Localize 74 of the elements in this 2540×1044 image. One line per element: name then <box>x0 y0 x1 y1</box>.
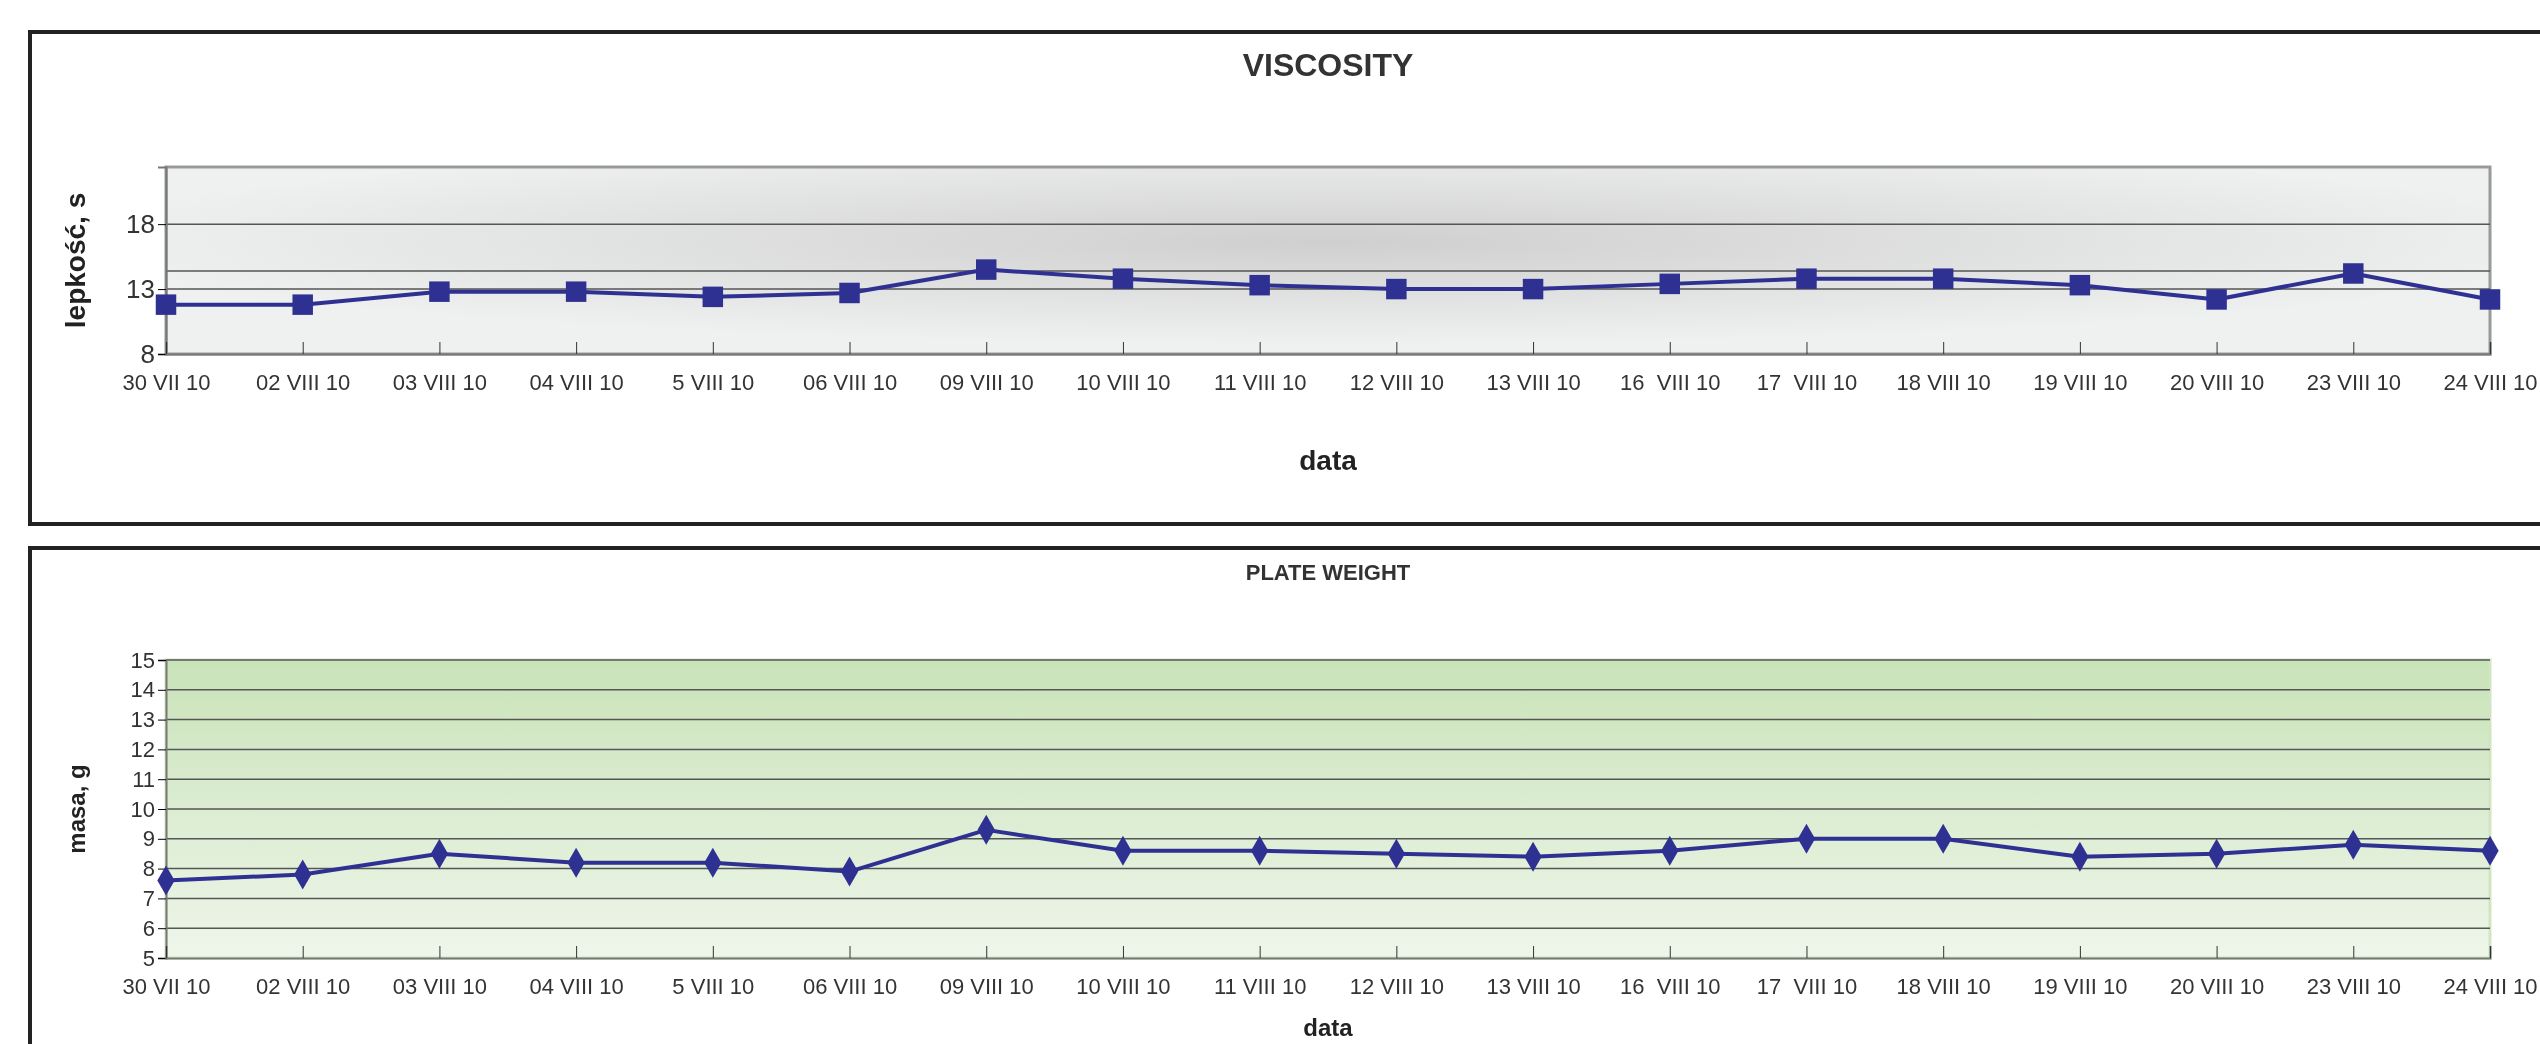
y-tick-label: 14 <box>130 677 155 703</box>
x-tick-label: 06 VIII 10 <box>802 369 898 395</box>
x-tick-label: 18 VIII 10 <box>1896 973 1991 999</box>
x-tick-label: 13 VIII 10 <box>1486 369 1581 395</box>
x-tick-label: 12 VIII 10 <box>1349 369 1444 395</box>
x-axis-title: data <box>1299 445 1358 476</box>
point <box>1932 268 1954 289</box>
x-tick-label: 16 VIII 10 <box>1620 369 1721 395</box>
x-tick-label: 06 VIII 10 <box>802 973 898 999</box>
x-tick-label: 18 VIII 10 <box>1896 369 1991 395</box>
point <box>2069 274 2091 296</box>
y-tick-label: 8 <box>142 856 155 882</box>
chart-title: VISCOSITY <box>1242 47 1414 83</box>
point <box>1386 278 1407 300</box>
y-tick-label: 9 <box>142 826 155 852</box>
y-tick-label: 5 <box>142 945 155 971</box>
x-tick-label: 09 VIII 10 <box>939 369 1034 395</box>
x-tick-label: 12 VIII 10 <box>1349 973 1444 999</box>
x-tick-label: 02 VIII 10 <box>256 973 351 999</box>
y-tick-label: 10 <box>130 796 155 822</box>
x-tick-label: 20 VIII 10 <box>2169 973 2265 999</box>
point <box>292 294 313 315</box>
x-tick-label: 09 VIII 10 <box>939 973 1034 999</box>
point <box>839 282 860 304</box>
point <box>1249 274 1270 296</box>
x-tick-label: 03 VIII 10 <box>392 973 488 999</box>
point <box>155 294 177 315</box>
point <box>2343 263 2364 284</box>
point <box>565 281 587 302</box>
x-tick-label: 30 VII 10 <box>122 369 211 395</box>
x-tick-label: 11 VIII 10 <box>1213 973 1307 999</box>
x-tick-label: 19 VIII 10 <box>2033 369 2128 395</box>
point <box>429 281 450 302</box>
point <box>975 259 997 280</box>
x-tick-label: 19 VIII 10 <box>2033 973 2128 999</box>
x-tick-label: 13 VIII 10 <box>1486 973 1581 999</box>
x-tick-label: 10 VIII 10 <box>1076 973 1171 999</box>
x-tick-label: 11 VIII 10 <box>1213 369 1307 395</box>
y-axis-title: lepkość, s <box>60 192 91 329</box>
chart-title: PLATE WEIGHT <box>1245 560 1411 585</box>
x-tick-label: 30 VII 10 <box>122 973 211 999</box>
x-axis-title: data <box>1303 1014 1354 1041</box>
y-tick-label: 15 <box>130 647 155 673</box>
point <box>1659 273 1681 295</box>
x-tick-label: 04 VIII 10 <box>529 973 624 999</box>
point <box>2479 289 2501 310</box>
y-tick-label: 13 <box>126 273 155 304</box>
x-tick-label: 5 VIII 10 <box>672 369 755 395</box>
point <box>1796 268 1817 289</box>
x-tick-label: 16 VIII 10 <box>1620 973 1721 999</box>
x-tick-label: 02 VIII 10 <box>256 369 351 395</box>
y-axis-title: masa, g <box>63 764 90 854</box>
y-tick-label: 11 <box>132 766 155 792</box>
x-tick-label: 23 VIII 10 <box>2306 973 2401 999</box>
x-tick-label: 10 VIII 10 <box>1076 369 1171 395</box>
point <box>1112 268 1134 289</box>
y-tick-label: 12 <box>130 736 155 762</box>
x-tick-label: 23 VIII 10 <box>2306 369 2401 395</box>
x-tick-label: 17 VIII 10 <box>1756 369 1858 395</box>
point <box>2206 289 2227 310</box>
x-tick-label: 17 VIII 10 <box>1756 973 1858 999</box>
x-tick-label: 04 VIII 10 <box>529 369 624 395</box>
x-tick-label: 24 VIII 10 <box>2443 369 2538 395</box>
y-tick-label: 7 <box>142 885 155 911</box>
x-tick-label: 24 VIII 10 <box>2443 973 2538 999</box>
x-tick-label: 03 VIII 10 <box>392 369 488 395</box>
point <box>1522 278 1544 300</box>
y-tick-label: 18 <box>126 208 155 239</box>
y-tick-label: 6 <box>142 915 155 941</box>
y-tick-label: 13 <box>130 707 155 733</box>
x-tick-label: 20 VIII 10 <box>2169 369 2265 395</box>
x-tick-label: 5 VIII 10 <box>672 973 755 999</box>
point <box>702 286 724 308</box>
y-tick-label: 8 <box>140 338 155 369</box>
